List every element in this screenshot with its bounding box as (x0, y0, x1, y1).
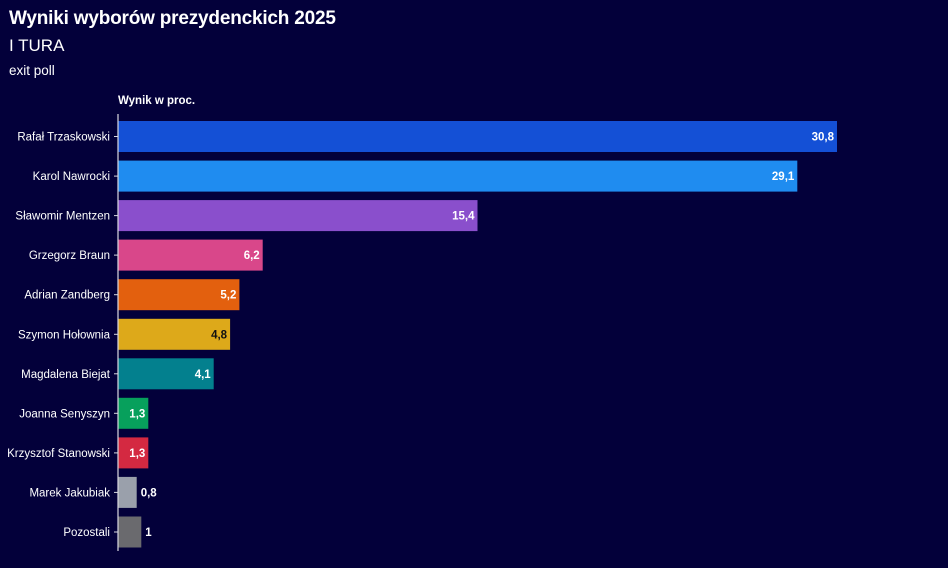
bar (118, 358, 214, 390)
value-label: 1,3 (129, 448, 145, 460)
value-label: 1 (145, 527, 152, 539)
value-label: 6,2 (244, 250, 260, 262)
chart-title: Wyniki wyborów prezydenckich 2025 (9, 8, 336, 29)
chart-note: exit poll (9, 63, 55, 78)
category-label: Adrian Zandberg (24, 290, 110, 302)
category-label: Sławomir Mentzen (15, 211, 110, 223)
bar (118, 397, 149, 429)
bar (118, 476, 137, 508)
bar (118, 239, 263, 271)
category-label: Magdalena Biejat (21, 369, 111, 381)
value-label: 29,1 (772, 171, 795, 183)
category-label: Grzegorz Braun (29, 250, 110, 262)
category-label: Krzysztof Stanowski (7, 448, 110, 460)
category-label: Karol Nawrocki (33, 171, 110, 183)
bars-group: Rafał Trzaskowski 30,8 Karol Nawrocki 29,1 S… (7, 121, 837, 548)
bar (118, 516, 142, 548)
value-label: 30,8 (812, 132, 835, 144)
value-label: 0,8 (141, 487, 158, 499)
category-label: Pozostali (63, 527, 110, 539)
value-label: 15,4 (452, 211, 475, 223)
bar (118, 200, 478, 232)
category-label: Marek Jakubiak (29, 487, 110, 499)
value-label: 5,2 (220, 290, 236, 302)
chart-subtitle: I TURA (9, 36, 65, 55)
bar (118, 121, 837, 152)
category-label: Szymon Hołownia (18, 329, 111, 341)
category-label: Joanna Senyszyn (19, 408, 110, 420)
bar (118, 437, 149, 469)
value-label: 1,3 (129, 408, 145, 420)
value-label: 4,8 (211, 329, 228, 341)
bar (118, 279, 240, 311)
bar (118, 160, 798, 192)
x-axis-title: Wynik w proc. (118, 95, 195, 107)
value-label: 4,1 (195, 369, 212, 381)
bar (118, 318, 231, 350)
category-label: Rafał Trzaskowski (17, 132, 110, 144)
